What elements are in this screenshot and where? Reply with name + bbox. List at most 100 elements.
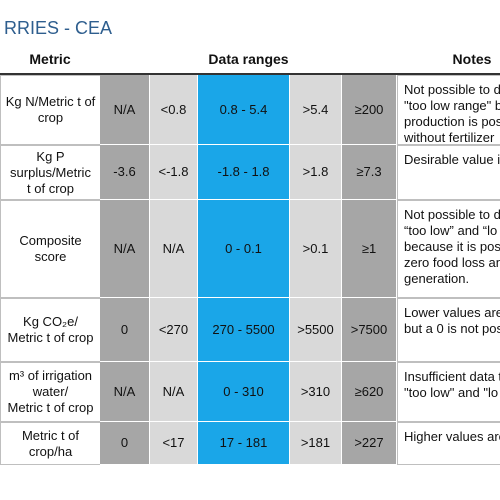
- range-cell: ≥7.3: [342, 145, 397, 200]
- notes-text: Desirable value is: [404, 152, 500, 167]
- range-text: N/A: [113, 240, 136, 256]
- notes-text: Not possible to de: [404, 207, 500, 222]
- range-text: N/A: [113, 383, 136, 399]
- range-text: >227: [354, 435, 384, 450]
- range-cell: >310: [290, 362, 342, 422]
- notes-text: Higher values are: [404, 429, 500, 444]
- range-cell: <17: [150, 422, 198, 465]
- range-cell: ≥620: [342, 362, 397, 422]
- metric-text: Kg CO₂e/: [23, 314, 78, 329]
- metric-text: score: [34, 249, 67, 264]
- notes-cell: Higher values are: [397, 422, 500, 465]
- metric-text: Metric t of crop: [7, 330, 94, 345]
- notes-text: Lower values are: [404, 305, 500, 320]
- header-notes: Notes: [397, 45, 500, 75]
- range-text: >181: [300, 435, 331, 450]
- metric-text: crop: [37, 110, 64, 125]
- range-cell: >5500: [290, 298, 342, 362]
- metric-text: Metric t of crop: [7, 400, 94, 415]
- notes-text: "too low" and "lo: [404, 385, 499, 400]
- range-text: ≥200: [354, 101, 384, 117]
- notes-text: "too low range" b: [404, 98, 500, 113]
- range-cell: >1.8: [290, 145, 342, 200]
- notes-text: without fertilizer: [404, 130, 495, 145]
- range-text: ≥620: [354, 383, 384, 399]
- range-cell: >181: [290, 422, 342, 465]
- notes-text: because it is possi: [404, 239, 500, 254]
- range-text: >1.8: [302, 164, 329, 179]
- range-text: <-1.8: [158, 164, 189, 179]
- range-text: >0.1: [302, 240, 329, 256]
- range-cell: >0.1: [290, 200, 342, 298]
- range-text: <270: [158, 321, 189, 337]
- range-cell: <0.8: [150, 75, 198, 145]
- range-text: 0 - 310: [223, 383, 264, 399]
- range-cell: N/A: [100, 362, 150, 422]
- range-text: N/A: [162, 383, 185, 399]
- notes-cell: Desirable value is: [397, 145, 500, 200]
- header-text: Notes: [452, 51, 492, 67]
- metric-text: m³ of irrigation: [8, 368, 93, 383]
- range-cell: >5.4: [290, 75, 342, 145]
- page-title: RRIES - CEA: [4, 18, 113, 38]
- range-text: -3.6: [113, 164, 136, 179]
- metric-text: Kg N/Metric t of: [5, 94, 96, 109]
- notes-cell: Lower values are but a 0 is not poss: [397, 298, 500, 362]
- range-text: 0.8 - 5.4: [219, 101, 268, 117]
- range-text: 17 - 181: [219, 435, 268, 450]
- range-cell: >7500: [342, 298, 397, 362]
- metric-text: water/: [32, 384, 69, 399]
- notes-text: generation.: [404, 271, 470, 286]
- notes-text: “too low” and “lo: [404, 223, 498, 238]
- range-text: N/A: [162, 240, 185, 256]
- metric-text: Kg P: [36, 148, 65, 164]
- range-cell: 0: [100, 298, 150, 362]
- range-cell: <270: [150, 298, 198, 362]
- range-cell: >227: [342, 422, 397, 465]
- metric-text: crop/ha: [28, 443, 73, 459]
- header-ranges: Data ranges: [100, 45, 397, 75]
- notes-text: production is poss: [404, 114, 500, 129]
- range-cell: 17 - 181: [198, 422, 290, 465]
- range-text: >310: [300, 383, 331, 399]
- notes-cell: Not possible to de “too low” and “lo becau…: [397, 200, 500, 298]
- notes-text: but a 0 is not poss: [404, 321, 500, 336]
- range-text: >5.4: [302, 101, 329, 117]
- range-cell: 0.8 - 5.4: [198, 75, 290, 145]
- range-cell: N/A: [100, 200, 150, 298]
- range-cell: N/A: [150, 200, 198, 298]
- notes-cell: Insufficient data t "too low" and "lo: [397, 362, 500, 422]
- range-text: >7500: [350, 321, 388, 337]
- range-cell: -1.8 - 1.8: [198, 145, 290, 200]
- range-cell: 0 - 310: [198, 362, 290, 422]
- metric-text: surplus/Metric: [10, 164, 91, 180]
- metric-text: Metric t of: [21, 427, 80, 443]
- range-text: ≥7.3: [356, 164, 382, 179]
- range-cell: ≥200: [342, 75, 397, 145]
- range-cell: <-1.8: [150, 145, 198, 200]
- metric-cell: Metric t of crop/ha: [0, 422, 100, 465]
- range-text: 270 - 5500: [212, 321, 275, 337]
- range-text: -1.8 - 1.8: [217, 164, 270, 179]
- metric-text: t of crop: [27, 180, 74, 196]
- range-cell: -3.6: [100, 145, 150, 200]
- range-text: 0: [120, 435, 129, 450]
- notes-text: zero food loss and: [404, 255, 500, 270]
- range-cell: N/A: [150, 362, 198, 422]
- range-text: >5500: [297, 321, 334, 337]
- metric-cell: Kg CO₂e/Metric t of crop: [0, 298, 100, 362]
- metric-cell: m³ of irrigation water/Metric t of crop: [0, 362, 100, 422]
- range-cell: 270 - 5500: [198, 298, 290, 362]
- range-text: <17: [162, 435, 185, 450]
- metric-text: Composite: [19, 233, 82, 248]
- range-cell: 0 - 0.1: [198, 200, 290, 298]
- metric-cell: Composite score: [0, 200, 100, 298]
- range-text: ≥1: [361, 240, 377, 256]
- range-cell: N/A: [100, 75, 150, 145]
- metric-cell: Kg N/Metric t of crop: [0, 75, 100, 145]
- range-cell: 0: [100, 422, 150, 465]
- range-text: 0 - 0.1: [225, 240, 262, 256]
- range-cell: ≥1: [342, 200, 397, 298]
